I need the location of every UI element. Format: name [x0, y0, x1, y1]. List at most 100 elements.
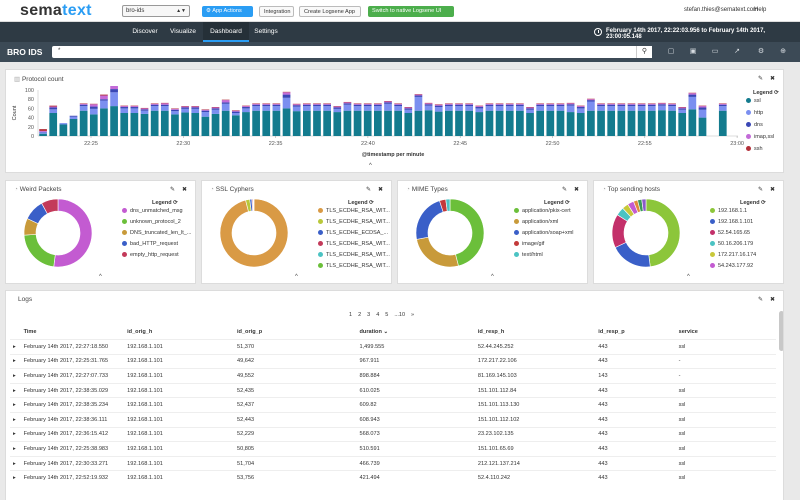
page-link[interactable]: 1 — [349, 312, 353, 318]
expand-row-icon[interactable]: ▸ — [10, 470, 21, 486]
expand-row-icon[interactable]: ▸ — [10, 455, 21, 471]
legend-item[interactable]: text/html — [514, 252, 543, 258]
sematext-logo[interactable]: sematext — [20, 2, 92, 19]
column-header[interactable]: Time — [23, 329, 37, 336]
legend-item[interactable]: TLS_ECDHE_RSA_WIT... — [318, 252, 390, 258]
time-range[interactable]: February 14th 2017, 22:22:03.956 to Febr… — [606, 28, 766, 40]
table-row[interactable]: ▸ February 14th 2017, 22:25:31.765 192.168… — [10, 353, 776, 369]
legend-toggle-icon[interactable]: ⟳ — [369, 200, 374, 206]
new-dashboard-icon[interactable]: ▢ — [667, 48, 675, 55]
legend-item[interactable]: empty_http_request — [122, 252, 179, 258]
legend-item[interactable]: 52.54.165.65 — [710, 230, 750, 236]
save-icon[interactable]: ▣ — [689, 48, 697, 55]
edit-icon[interactable]: ✎ — [758, 297, 764, 303]
legend-item[interactable]: DNS_truncated_len_lt_... — [122, 230, 191, 236]
search-input[interactable]: * — [52, 46, 652, 58]
expand-row-icon[interactable]: ▸ — [10, 412, 21, 428]
integration-button[interactable]: Integration — [259, 6, 294, 17]
scrollbar[interactable] — [779, 311, 783, 351]
expand-row-icon[interactable]: ▸ — [10, 426, 21, 442]
page-link[interactable]: 5 — [385, 312, 389, 318]
column-header[interactable]: id_resp_h — [477, 329, 505, 336]
switch-native-ui-button[interactable]: Switch to native Logsene UI — [368, 6, 454, 17]
app-select[interactable]: bro-ids ▲▼ — [122, 5, 190, 17]
legend-item[interactable]: unknown_protocol_2 — [122, 219, 181, 225]
table-row[interactable]: ▸ February 14th 2017, 22:30:33.271 192.168… — [10, 455, 776, 471]
collapse-caret-icon[interactable]: ^ — [687, 274, 690, 280]
legend-item[interactable]: http — [746, 110, 763, 116]
collapse-caret-icon[interactable]: ^ — [99, 274, 102, 280]
settings-icon[interactable]: ⚙ — [757, 48, 765, 55]
column-header[interactable]: service — [678, 329, 698, 336]
help-link[interactable]: Help — [754, 7, 767, 13]
collapse-caret-icon[interactable]: ^ — [369, 163, 372, 169]
legend-toggle-icon[interactable]: ⟳ — [761, 200, 766, 206]
table-row[interactable]: ▸ February 14th 2017, 22:27:07.733 192.168… — [10, 368, 776, 384]
collapse-caret-icon[interactable]: ^ — [295, 274, 298, 280]
legend-toggle-icon[interactable]: ⟳ — [774, 90, 779, 96]
expand-row-icon[interactable]: ▸ — [10, 441, 21, 457]
create-logsene-app-button[interactable]: Create Logsene App — [299, 6, 361, 17]
edit-icon[interactable]: ✎ — [170, 187, 176, 193]
legend-item[interactable]: 192.168.1.101 — [710, 219, 753, 225]
tab-dashboard[interactable]: Dashboard — [203, 22, 249, 42]
close-icon[interactable]: ✖ — [770, 76, 776, 82]
table-row[interactable]: ▸ February 14th 2017, 22:36:15.412 192.168… — [10, 426, 776, 442]
legend-item[interactable]: TLS_ECDHE_RSA_WIT... — [318, 208, 390, 214]
expand-row-icon[interactable]: ▸ — [10, 382, 21, 398]
legend-item[interactable]: 50.16.206.179 — [710, 241, 753, 247]
expand-row-icon[interactable]: ▸ — [10, 353, 21, 369]
page-link[interactable]: 2 — [358, 312, 362, 318]
legend-item[interactable]: 54.243.177.92 — [710, 263, 753, 269]
add-panel-icon[interactable]: ⊕ — [780, 48, 786, 55]
clock-icon[interactable] — [594, 28, 602, 36]
legend-toggle-icon[interactable]: ⟳ — [565, 200, 570, 206]
legend-item[interactable]: TLS_ECDHE_RSA_WIT... — [318, 241, 390, 247]
table-row[interactable]: ▸ February 14th 2017, 22:38:35.234 192.168… — [10, 397, 776, 413]
close-icon[interactable]: ✖ — [770, 187, 776, 193]
page-link[interactable]: 3 — [367, 312, 371, 318]
legend-item[interactable]: TLS_ECDHE_RSA_WIT... — [318, 219, 390, 225]
legend-item[interactable]: dns_unmatched_msg — [122, 208, 183, 214]
close-icon[interactable]: ✖ — [378, 187, 384, 193]
close-icon[interactable]: ✖ — [574, 187, 580, 193]
table-row[interactable]: ▸ February 14th 2017, 22:52:19.932 192.168… — [10, 470, 776, 486]
table-row[interactable]: ▸ February 14th 2017, 22:38:35.029 192.168… — [10, 382, 776, 398]
sort-desc-icon[interactable]: ⌄ — [383, 329, 389, 336]
column-header[interactable]: id_orig_h — [127, 329, 153, 336]
legend-item[interactable]: application/soap+xml — [514, 230, 574, 236]
expand-row-icon[interactable]: ▸ — [10, 397, 21, 413]
tab-settings[interactable]: Settings — [254, 28, 278, 35]
legend-item[interactable]: 172.217.16.174 — [710, 252, 756, 258]
user-email[interactable]: stefan.thies@sematext.com — [684, 7, 759, 13]
page-link[interactable]: » — [411, 312, 415, 318]
collapse-caret-icon[interactable]: ^ — [491, 274, 494, 280]
legend-item[interactable]: imap,ssl — [746, 134, 774, 140]
app-actions-button[interactable]: ⚙ App Actions — [202, 6, 253, 17]
legend-item[interactable]: application/pkix-cert — [514, 208, 571, 214]
close-icon[interactable]: ✖ — [770, 297, 776, 303]
column-header[interactable]: id_resp_p — [598, 329, 625, 336]
search-button[interactable]: ⚲ — [636, 46, 652, 58]
open-folder-icon[interactable]: ▭ — [711, 48, 719, 55]
expand-row-icon[interactable]: ▸ — [10, 368, 21, 384]
tab-discover[interactable]: Discover — [132, 28, 158, 35]
edit-icon[interactable]: ✎ — [366, 187, 372, 193]
legend-item[interactable]: TLS_ECDHE_ECDSA_... — [318, 230, 388, 236]
table-row[interactable]: ▸ February 14th 2017, 22:25:38.983 192.168… — [10, 441, 776, 457]
legend-toggle-icon[interactable]: ⟳ — [173, 200, 178, 206]
edit-icon[interactable]: ✎ — [562, 187, 568, 193]
edit-icon[interactable]: ✎ — [758, 187, 764, 193]
share-icon[interactable]: ↗ — [734, 48, 740, 55]
tab-visualize[interactable]: Visualize — [170, 28, 196, 35]
column-header[interactable]: id_orig_p — [236, 329, 263, 336]
close-icon[interactable]: ✖ — [182, 187, 188, 193]
column-header[interactable]: duration ⌄ — [359, 329, 389, 336]
legend-item[interactable]: TLS_ECDHE_RSA_WIT... — [318, 263, 390, 269]
legend-item[interactable]: ssh — [746, 146, 763, 152]
edit-icon[interactable]: ✎ — [758, 76, 764, 82]
table-row[interactable]: ▸ February 14th 2017, 22:38:36.111 192.168… — [10, 412, 776, 428]
expand-row-icon[interactable]: ▸ — [10, 339, 21, 355]
page-link[interactable]: 4 — [376, 312, 380, 318]
table-row[interactable]: ▸ February 14th 2017, 22:27:18.550 192.168… — [10, 339, 776, 355]
